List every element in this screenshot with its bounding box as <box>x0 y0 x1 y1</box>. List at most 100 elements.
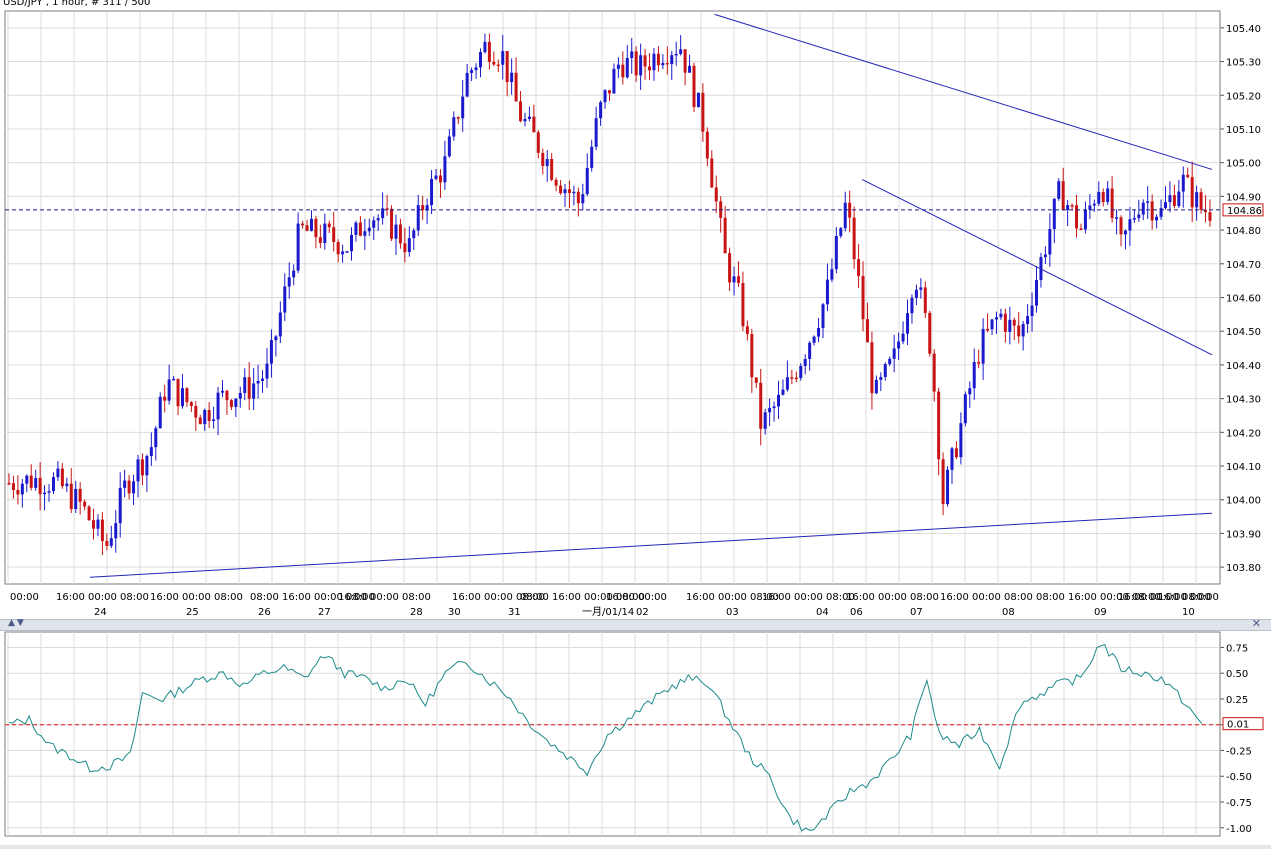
candle-body <box>1026 316 1030 325</box>
pane-divider[interactable] <box>0 619 1271 631</box>
candle-body <box>114 523 118 539</box>
candle-body <box>221 390 225 393</box>
candle-body <box>367 227 371 232</box>
candle-body <box>1021 324 1025 337</box>
price-tick-label: 104.90 <box>1226 192 1261 203</box>
candle-body <box>301 223 305 226</box>
candle-body <box>963 394 967 424</box>
candle-body <box>421 205 425 211</box>
oscillator-value-flag: 0.01 <box>1222 717 1264 731</box>
candle-body <box>772 406 776 409</box>
candle-body <box>585 167 589 195</box>
candle-body <box>710 158 714 188</box>
oscillator-tick-label: -0.50 <box>1226 772 1252 783</box>
candle-body <box>523 118 527 122</box>
candle-body <box>385 208 389 210</box>
candle-body <box>1119 217 1123 235</box>
oscillator-value-label: 0.01 <box>1227 720 1249 731</box>
candle-body <box>1137 214 1141 219</box>
candle-body <box>1181 174 1185 192</box>
candle-body <box>47 491 51 493</box>
candle-body <box>1012 319 1016 326</box>
price-chart-pane[interactable]: 105.40 105.30 105.20 105.10 105.00 104.90 104.… <box>0 0 1271 619</box>
candle-body <box>1061 181 1065 211</box>
price-tick-label: 103.90 <box>1226 529 1261 540</box>
price-tick-label: 104.00 <box>1226 496 1261 507</box>
candle-body <box>269 340 273 364</box>
candle-body <box>937 391 941 460</box>
oscillator-grid <box>5 632 1220 836</box>
close-icon[interactable]: ✕ <box>1251 617 1261 630</box>
collapse-arrows-icon[interactable]: ▲▼ <box>8 618 26 628</box>
candle-body <box>474 67 478 71</box>
candle-body <box>519 101 523 122</box>
candle-body <box>100 519 104 541</box>
price-series <box>7 33 1212 556</box>
candle-body <box>705 131 709 159</box>
candle-body <box>341 251 345 255</box>
candle-body <box>345 251 349 253</box>
candle-body <box>648 66 652 71</box>
price-tick-label: 104.80 <box>1226 226 1261 237</box>
candle-body <box>394 224 398 239</box>
candle-body <box>60 468 64 487</box>
candle-body <box>625 58 629 78</box>
candle-body <box>696 92 700 108</box>
candle-body <box>870 342 874 394</box>
candle-body <box>238 392 242 399</box>
candle-body <box>140 459 144 476</box>
candle-body <box>750 334 754 378</box>
date-label: 30 <box>448 607 461 618</box>
candle-body <box>452 117 456 137</box>
candle-body <box>879 377 883 380</box>
candle-body <box>501 51 505 65</box>
candle-body <box>1043 254 1047 258</box>
candle-body <box>910 297 914 314</box>
candle-body <box>794 377 798 380</box>
candle-body <box>803 358 807 366</box>
date-label: 07 <box>910 607 923 618</box>
candle-body <box>438 175 442 183</box>
candle-body <box>563 189 567 194</box>
status-strip <box>0 845 1271 849</box>
candle-body <box>688 65 692 73</box>
candle-body <box>172 378 176 381</box>
candle-body <box>990 319 994 330</box>
candle-body <box>923 287 927 313</box>
candle-body <box>790 377 794 379</box>
candle-body <box>1199 192 1203 210</box>
candle-body <box>234 398 238 407</box>
date-label: 09 <box>1094 607 1107 618</box>
oscillator-tick-label: -0.25 <box>1226 746 1252 757</box>
candle-body <box>1003 313 1007 332</box>
candle-body <box>51 477 55 492</box>
candle-body <box>483 41 487 53</box>
candle-body <box>599 102 603 119</box>
candle-body <box>203 410 207 425</box>
time-label: 16:00 00:00 <box>1158 592 1219 603</box>
time-label: 08:00 16:00 00:00 08:00 <box>250 592 375 603</box>
candle-body <box>243 377 247 393</box>
candle-body <box>216 392 220 420</box>
candle-body <box>817 327 821 337</box>
candle-body <box>327 223 331 228</box>
date-label: 一月/01/14 <box>582 606 634 618</box>
candle-body <box>194 406 198 418</box>
candle-body <box>470 70 474 73</box>
candle-body <box>865 319 869 343</box>
trendlines[interactable] <box>89 13 1213 578</box>
candle-body <box>594 118 598 147</box>
candle-body <box>1168 195 1172 203</box>
candle-body <box>674 53 678 56</box>
time-label: 16:00 00:00 08:00 <box>940 592 1033 603</box>
candle-body <box>514 72 518 102</box>
candle-body <box>56 468 60 478</box>
candle-body <box>825 279 829 305</box>
price-tick-label: 104.30 <box>1226 395 1261 406</box>
oscillator-pane[interactable]: 0.75 0.50 0.25 -0.25 -0.50 -0.75 -1.00 0.01 <box>0 629 1271 845</box>
candle-body <box>763 412 767 429</box>
candle-body <box>278 312 282 337</box>
time-axis: 00:00 16:00 00:00 08:00 16:00 00:00 08:00 0… <box>10 592 1219 618</box>
candle-body <box>145 456 149 476</box>
candle-body <box>1106 188 1110 202</box>
